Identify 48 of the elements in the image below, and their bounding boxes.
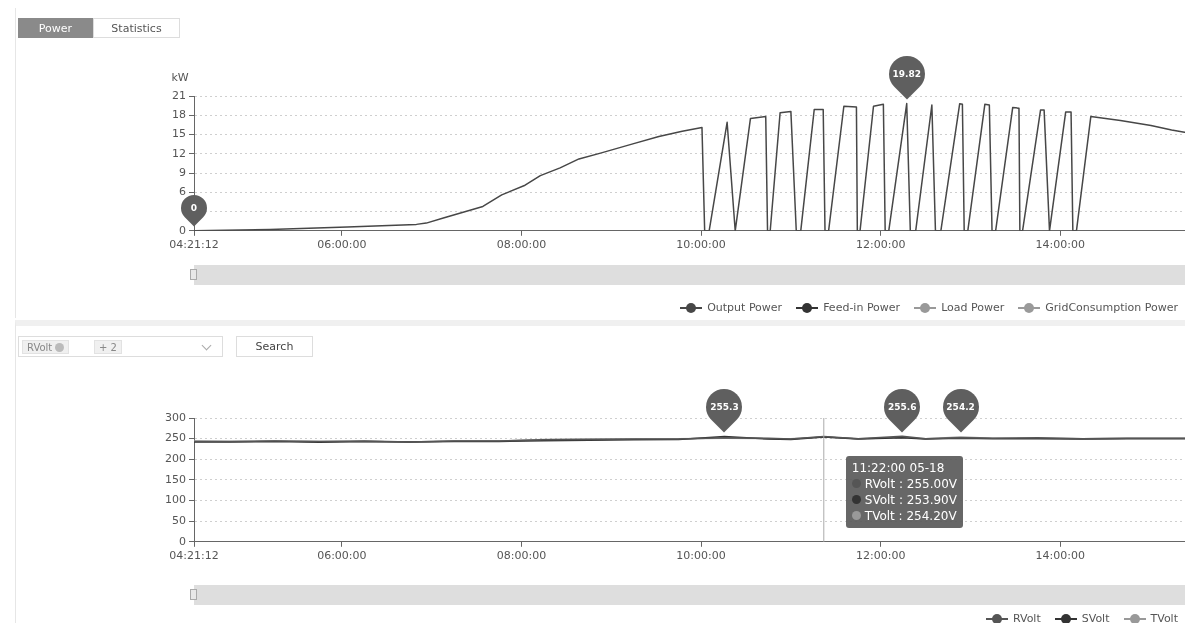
annotation: 0 bbox=[189, 202, 199, 215]
x-tick-label: 14:00:00 bbox=[1035, 238, 1085, 252]
text: Search bbox=[236, 336, 313, 357]
x-tick-label: 08:00:00 bbox=[496, 238, 547, 252]
legend-label: Load Power bbox=[941, 301, 1005, 314]
text: RVolt bbox=[22, 340, 70, 354]
annotation: 255.3 bbox=[709, 401, 740, 413]
ref-line-label: 11:22:00 05-18 bbox=[851, 460, 946, 476]
annotation: SVolt : 253.90V bbox=[863, 492, 958, 508]
y-tick-label: 50 bbox=[172, 514, 186, 528]
text: Statistics bbox=[93, 18, 180, 38]
y-tick-label: 250 bbox=[165, 431, 186, 445]
y-tick-label: 300 bbox=[165, 410, 186, 424]
y-tick-label: 0 bbox=[179, 534, 186, 548]
x-tick-label: 06:00:00 bbox=[317, 549, 367, 563]
x-tick-label: 12:00:00 bbox=[855, 549, 906, 563]
y-tick-label: 100 bbox=[165, 493, 186, 507]
legend-label: Output Power bbox=[707, 301, 783, 314]
x-tick-label: 12:00:00 bbox=[855, 238, 906, 252]
y-tick-label: 15 bbox=[172, 127, 186, 141]
x-tick-label: 08:00:00 bbox=[496, 549, 547, 563]
y-tick-label: 21 bbox=[172, 88, 186, 102]
y-tick-label: 6 bbox=[179, 185, 186, 199]
x-tick-label: 10:00:00 bbox=[676, 549, 726, 563]
y-axis-title: kW bbox=[171, 71, 189, 85]
y-tick-label: 9 bbox=[179, 165, 186, 179]
legend-label: RVolt bbox=[1012, 612, 1041, 623]
text: Power bbox=[18, 18, 93, 38]
legend-label: Feed-in Power bbox=[823, 301, 901, 314]
x-tick-label: 14:00:00 bbox=[1035, 549, 1085, 563]
x-tick-label: 10:00:00 bbox=[676, 238, 726, 252]
annotation: 255.6 bbox=[887, 400, 918, 413]
x-tick-label: 04:21:12 bbox=[169, 238, 219, 252]
legend-label: SVolt bbox=[1081, 612, 1110, 623]
x-tick-label: 06:00:00 bbox=[317, 238, 367, 252]
legend-label: GridConsumption Power bbox=[1045, 301, 1178, 314]
annotation: 19.82 bbox=[891, 68, 922, 81]
y-tick-label: 18 bbox=[172, 108, 186, 122]
y-tick-label: 12 bbox=[172, 146, 186, 160]
x-tick-label: 04:21:12 bbox=[169, 549, 219, 563]
annotation: TVolt : 254.20V bbox=[863, 508, 958, 524]
text: + 2 bbox=[94, 340, 122, 354]
y-tick-label: 150 bbox=[165, 472, 186, 486]
y-tick-label: 200 bbox=[165, 452, 186, 466]
annotation: RVolt : 255.00V bbox=[863, 476, 958, 492]
y-tick-label: 0 bbox=[179, 223, 186, 237]
annotation: 254.2 bbox=[945, 401, 976, 414]
legend-label: TVolt bbox=[1150, 612, 1178, 623]
